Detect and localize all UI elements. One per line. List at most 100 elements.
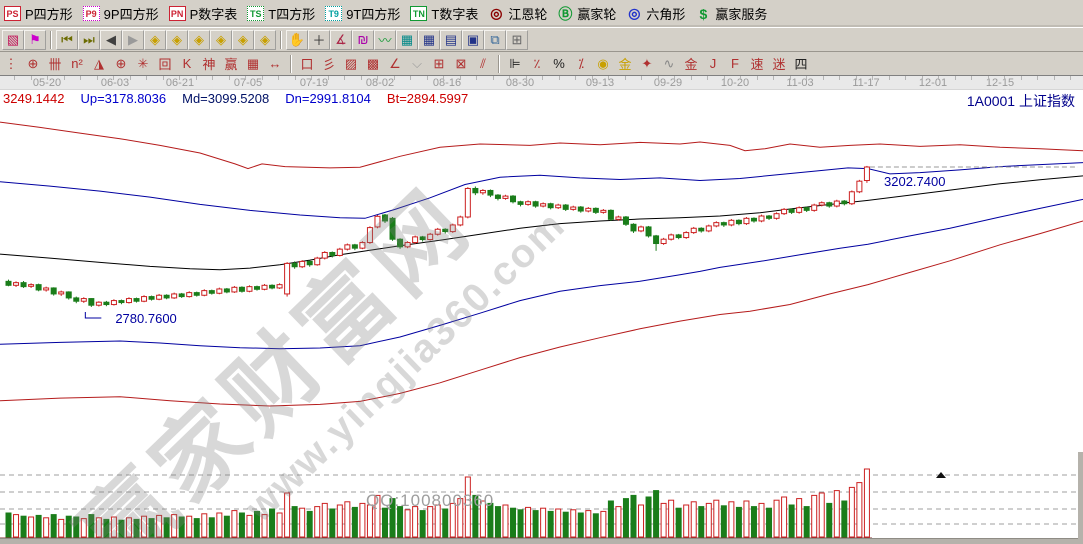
price-grid2-icon[interactable]: ⊠ [450,53,472,74]
k-line-tool-icon[interactable]: K [176,53,198,74]
shaded-box-icon[interactable]: ▩ [362,53,384,74]
gold-line-icon[interactable]: 金 [680,53,702,74]
calendar-icon[interactable]: ▦ [396,29,418,50]
ying-tool-icon[interactable]: 赢 [220,53,242,74]
diamond-shrink-y-icon[interactable]: ◈ [188,29,210,50]
four-line-icon[interactable]: 四 [790,53,812,74]
p-number-table-button-label: P数字表 [189,7,238,22]
diamond-shrink-x-icon[interactable]: ◈ [144,29,166,50]
volume-bar [178,516,185,538]
wave-lines-icon[interactable]: 〰 [374,29,396,50]
volume-bar [118,519,125,538]
axis-tick [740,76,741,80]
gann-spiral-icon[interactable]: 回 [154,53,176,74]
gann-wheel-button[interactable]: ◎ 江恩轮 [488,4,547,23]
volume-bar [773,499,780,538]
first-bar-icon[interactable]: ⏮ [56,29,78,50]
price-grid-icon[interactable]: ⊞ [428,53,450,74]
volume-bar [585,510,592,538]
next-bar-icon[interactable]: ▶ [122,29,144,50]
crosshair-icon[interactable]: ＋ [308,29,330,50]
candle [818,202,825,206]
bottom-border [0,538,1083,544]
gann-circle-icon[interactable]: ⊕ [22,53,44,74]
t-square-button[interactable]: TS T四方形 [247,4,315,23]
volume-bar [389,498,396,538]
gann-box-icon[interactable]: 口 [296,53,318,74]
date-tick-label: 06-21 [165,77,195,89]
chart-area[interactable]: 05-20 06-03 06-21 07-05 07-19 08-02 08-16 08-30… [0,76,1083,544]
trend-flag-icon[interactable]: ◮ [88,53,110,74]
candle [80,298,87,302]
time-grid-icon[interactable]: 卌 [44,53,66,74]
wave-icon[interactable]: ∿ [658,53,680,74]
candle [494,194,501,199]
report-icon[interactable]: ▧ [2,29,24,50]
prev-bar-icon[interactable]: ◀ [100,29,122,50]
festival-icon[interactable]: ₪ [352,29,374,50]
angle-line-icon[interactable]: ∠ [384,53,406,74]
diamond-grow-y-icon[interactable]: ◈ [210,29,232,50]
hexagon-button[interactable]: ◎ 六角形 [626,4,685,23]
volume-bar [50,514,57,538]
measure-icon[interactable]: ∡ [330,29,352,50]
volume-bar [5,512,12,538]
volume-bar [758,502,765,538]
diamond-compress-icon[interactable]: ◈ [232,29,254,50]
number-grid-icon[interactable]: ▦ [242,53,264,74]
golden-lines-icon[interactable]: 金 [614,53,636,74]
calculator-icon[interactable]: ▦ [418,29,440,50]
p-number-table-button[interactable]: PN P数字表 [168,4,238,23]
right-scrollbar-strip[interactable] [1078,452,1083,544]
percent-lines-icon[interactable]: ⁒ [570,53,592,74]
candle [95,301,102,306]
diamond-grow-x-icon[interactable]: ◈ [166,29,188,50]
low-marker [84,311,102,319]
hand-icon[interactable]: ✋ [286,29,308,50]
p-square-button[interactable]: PS P四方形 [4,4,73,23]
volume-bar [856,482,863,538]
fan-box-icon[interactable]: ▨ [340,53,362,74]
9p-square-button-label: 9P四方形 [103,7,159,22]
half-report-icon[interactable]: ⋮ [0,53,22,74]
save-icon[interactable]: ▣ [462,29,484,50]
scale-ruler-icon[interactable]: ⊫ [504,53,526,74]
diamond-expand-icon[interactable]: ◈ [254,29,276,50]
percent-icon[interactable]: % [548,53,570,74]
last-bar-icon[interactable]: ⏭ [78,29,100,50]
analysis-flag-icon[interactable]: ⚑ [24,29,46,50]
flame-icon[interactable]: ✦ [636,53,658,74]
candle [261,284,268,290]
volume-bar [427,506,434,538]
ying-line-icon[interactable]: 迷 [768,53,790,74]
axis-tick [806,76,807,80]
golden-circle-icon[interactable]: ◉ [592,53,614,74]
shen-tool-icon[interactable]: 神 [198,53,220,74]
gann-fan-icon[interactable]: 彡 [318,53,340,74]
parallel-lines-icon[interactable]: ⫽ [472,53,494,74]
axis-tick [113,76,114,80]
gann-web-icon[interactable]: ✳ [132,53,154,74]
9t-square-button[interactable]: T9 9T四方形 [325,4,400,23]
9p-square-button[interactable]: P9 9P四方形 [82,4,159,23]
angle-j-icon[interactable]: J [702,53,724,74]
axis-tick [823,76,824,80]
square-of-nine-icon[interactable]: n² [66,53,88,74]
percent-zone-icon[interactable]: ٪ [526,53,548,74]
volume-bar [690,501,697,538]
speed-line-icon[interactable]: 速 [746,53,768,74]
candle [382,214,388,222]
gann-target-icon[interactable]: ⊕ [110,53,132,74]
web-copy-icon[interactable]: ⧉ [484,29,506,50]
axis-tick [427,76,428,80]
bar-width-icon[interactable]: ↔ [264,53,286,74]
candle [487,189,494,196]
transfer-icon[interactable]: ⊞ [506,29,528,50]
candle [720,222,727,226]
winner-wheel-button[interactable]: Ⓑ 赢家轮 [557,4,616,23]
zigzag-icon[interactable]: ⌵ [406,53,428,74]
winner-service-button[interactable]: $ 赢家服务 [695,4,767,23]
t-number-table-button[interactable]: TN T数字表 [410,4,478,23]
angle-f-icon[interactable]: F [724,53,746,74]
notebook-icon[interactable]: ▤ [440,29,462,50]
